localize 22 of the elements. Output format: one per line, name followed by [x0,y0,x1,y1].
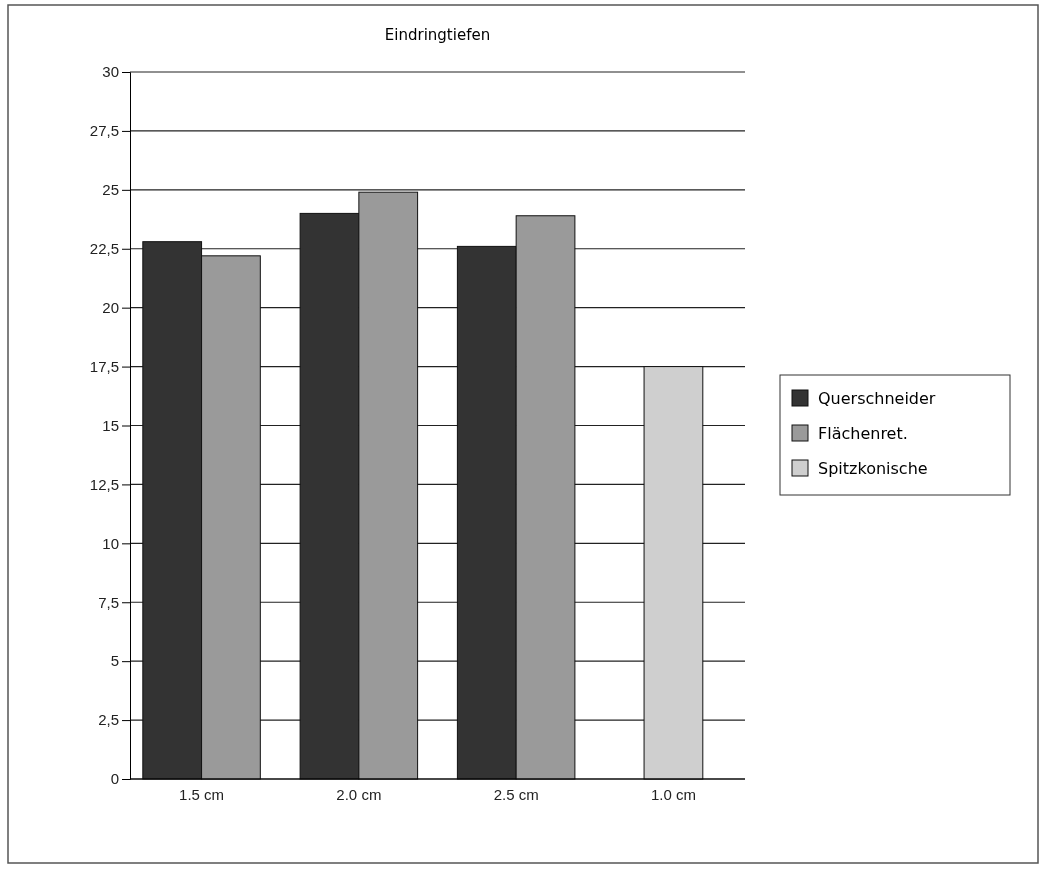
legend-label: Spitzkonische [818,459,928,478]
y-tick-label: 10 [102,534,119,552]
legend-label: Flächenret. [818,424,908,443]
legend-label: Querschneider [818,389,936,408]
y-tick-label: 20 [102,298,119,316]
chart-title: Eindringtiefen [384,26,491,44]
x-tick-label: 2.5 cm [493,785,539,803]
y-tick-label: 30 [102,63,119,81]
y-tick-label: 15 [102,416,119,434]
bar [643,366,704,780]
x-tick-label: 1.0 cm [650,785,696,803]
y-tick-label: 22,5 [89,240,119,258]
x-tick-label: 2.0 cm [336,785,382,803]
y-tick-label: 17,5 [89,357,119,375]
y-tick-label: 0 [110,770,119,788]
y-tick-label: 12,5 [89,475,119,493]
y-tick-label: 7,5 [98,593,119,611]
y-tick-label: 2,5 [98,711,119,729]
y-tick-label: 27,5 [89,122,119,140]
y-tick-label: 5 [110,652,119,670]
x-tick-label: 1.5 cm [179,785,225,803]
y-tick-label: 25 [102,181,119,199]
